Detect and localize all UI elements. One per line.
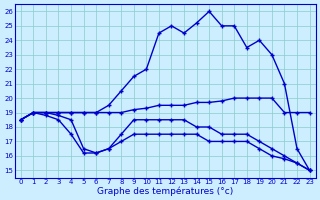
X-axis label: Graphe des températures (°c): Graphe des températures (°c) [97,186,233,196]
